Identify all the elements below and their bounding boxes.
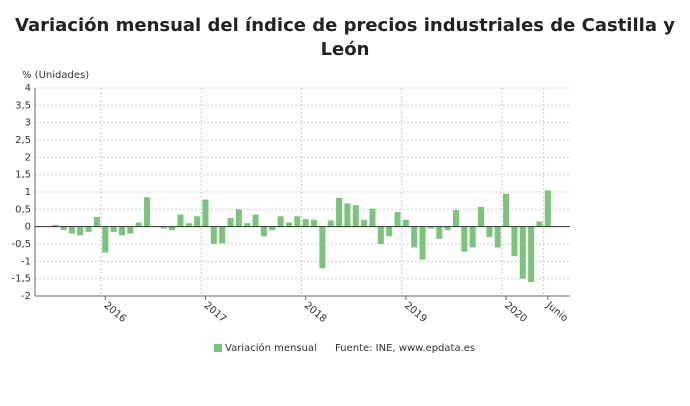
y-tick-label: 1,5 xyxy=(15,170,31,181)
bar xyxy=(127,226,134,234)
bar xyxy=(177,214,184,227)
legend-swatch xyxy=(214,344,222,352)
bar xyxy=(169,226,176,231)
bar xyxy=(402,219,409,227)
bar xyxy=(219,226,226,244)
bar xyxy=(319,226,326,269)
x-tick-label: 2018 xyxy=(302,300,329,325)
bar xyxy=(361,219,368,227)
bar xyxy=(68,226,75,234)
bar xyxy=(419,226,426,260)
bar xyxy=(227,218,234,227)
x-tick-label: Junio xyxy=(543,300,570,325)
bar xyxy=(302,219,309,227)
bar xyxy=(294,216,301,227)
bar xyxy=(269,226,276,231)
bar xyxy=(469,226,476,248)
bar xyxy=(85,226,92,232)
y-tick-label: 3 xyxy=(25,118,31,129)
bar xyxy=(452,210,459,227)
source: Fuente: INE, www.epdata.es xyxy=(335,343,475,354)
bar xyxy=(494,226,501,248)
bar xyxy=(386,226,393,237)
y-tick-label: 0,5 xyxy=(15,204,31,215)
bar xyxy=(260,226,267,237)
bar xyxy=(194,216,201,227)
y-tick-label: -1,5 xyxy=(11,274,31,285)
y-tick-label: 4 xyxy=(25,83,31,94)
bar xyxy=(93,216,100,227)
y-tick-label: -2 xyxy=(21,291,31,302)
bar xyxy=(503,193,510,227)
bar xyxy=(144,197,151,227)
y-tick-label: 0 xyxy=(25,222,31,233)
bar xyxy=(336,197,343,227)
x-tick-label: 2019 xyxy=(402,300,429,325)
bar xyxy=(344,203,351,227)
bar xyxy=(444,226,451,231)
bar xyxy=(528,226,535,283)
y-tick-label: 2 xyxy=(25,152,31,163)
bar xyxy=(519,226,526,279)
bar xyxy=(377,226,384,244)
bar xyxy=(544,190,551,227)
bar xyxy=(77,226,84,236)
bar xyxy=(202,199,209,227)
bar xyxy=(185,223,192,227)
bar xyxy=(369,208,376,227)
bar xyxy=(311,219,318,227)
bar xyxy=(394,212,401,227)
bar xyxy=(511,226,518,257)
bar xyxy=(436,226,443,239)
x-tick-label: 2016 xyxy=(101,300,128,325)
bar xyxy=(110,226,117,232)
chart-title: Variación mensual del índice de precios … xyxy=(15,15,675,36)
x-tick-label: 2020 xyxy=(502,300,529,325)
bar xyxy=(160,226,167,229)
bar xyxy=(60,226,67,231)
bar xyxy=(277,216,284,227)
bar xyxy=(244,223,251,227)
y-tick-label: -0,5 xyxy=(11,239,31,250)
bar xyxy=(461,226,468,252)
bar xyxy=(118,226,125,236)
bar xyxy=(235,209,242,227)
bar xyxy=(102,226,109,253)
bar xyxy=(327,220,334,227)
bar xyxy=(486,226,493,238)
bar xyxy=(478,206,485,227)
y-tick-label: 3,5 xyxy=(15,100,31,111)
y-tick-label: 2,5 xyxy=(15,135,31,146)
bar xyxy=(411,226,418,248)
bar xyxy=(352,205,359,227)
bar xyxy=(427,226,434,229)
legend-label: Variación mensual xyxy=(225,342,317,354)
bar xyxy=(536,221,543,227)
bar xyxy=(135,222,142,227)
bar xyxy=(285,222,292,227)
bar xyxy=(52,224,59,227)
bar xyxy=(252,214,259,227)
y-tick-label: -1 xyxy=(21,256,31,267)
y-axis-label: % (Unidades) xyxy=(22,70,89,81)
bar xyxy=(210,226,217,244)
y-tick-label: 1 xyxy=(25,187,31,198)
x-tick-label: 2017 xyxy=(202,300,229,325)
chart-title: León xyxy=(321,39,370,60)
